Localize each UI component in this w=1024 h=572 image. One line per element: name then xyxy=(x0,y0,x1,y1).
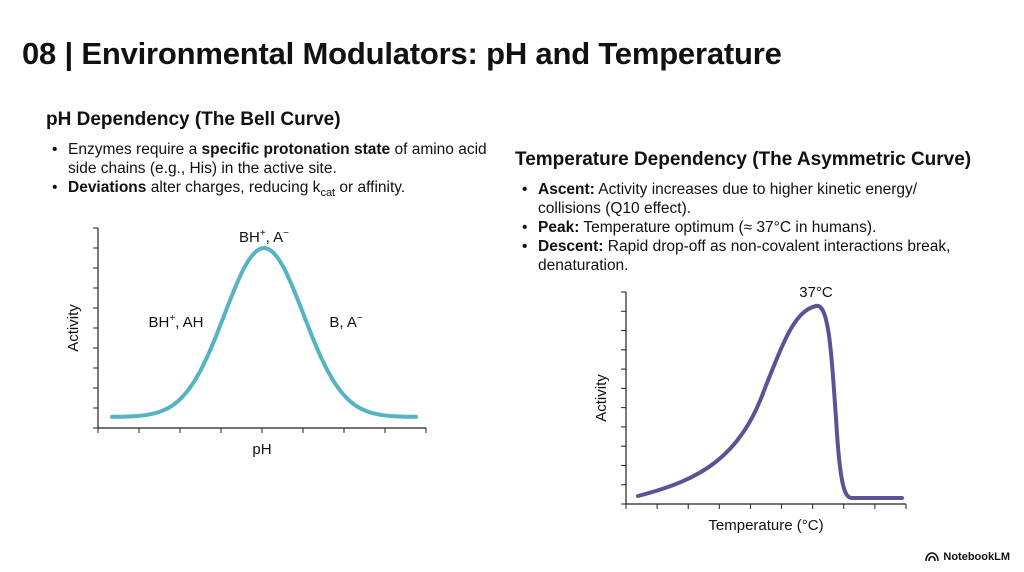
notebooklm-branding: NotebookLM xyxy=(925,551,1010,563)
ph-bell-curve-chart: pH Activity BH+, A− BH+, AH B, A− xyxy=(65,227,427,458)
temp-bullet-1: Ascent: Activity increases due to higher… xyxy=(520,180,980,218)
temp-bullet-3-bold: Descent: xyxy=(538,238,604,255)
notebooklm-label: NotebookLM xyxy=(943,551,1010,563)
annotation-high-ph-species: B, A− xyxy=(329,313,363,331)
ph-section-heading: pH Dependency (The Bell Curve) xyxy=(46,109,341,130)
annotation-low-ph-species: BH+, AH xyxy=(148,313,203,331)
temp-bullet-2: Peak: Temperature optimum (≈ 37°C in hum… xyxy=(520,218,980,237)
temp-bullet-3: Descent: Rapid drop-off as non-covalent … xyxy=(520,237,980,275)
temp-bullet-2-bold: Peak: xyxy=(538,219,580,236)
y-axis-label: Activity xyxy=(65,304,82,352)
annotation-peak-species: BH+, A− xyxy=(239,228,289,246)
ph-bullet-1-text-a: Enzymes require a xyxy=(68,141,202,158)
temp-bullet-1-text: Activity increases due to higher kinetic… xyxy=(538,181,918,217)
ph-bullet-2-text-a: alter charges, reducing k xyxy=(146,179,321,196)
x-axis-label: Temperature (°C) xyxy=(708,517,823,534)
ph-bullet-2-text-b: or affinity. xyxy=(335,179,406,196)
y-axis-label: Activity xyxy=(593,374,610,422)
notebooklm-logo-icon xyxy=(925,552,940,562)
ph-bullet-1-bold: specific protonation state xyxy=(201,141,391,158)
temp-bullet-3-text: Rapid drop-off as non-covalent interacti… xyxy=(538,238,951,274)
temp-bullet-1-bold: Ascent: xyxy=(538,181,595,198)
ph-bullet-list: Enzymes require a specific protonation s… xyxy=(50,140,505,203)
temperature-asymmetric-curve-chart: Temperature (°C) Activity 37°C xyxy=(593,284,907,534)
temperature-activity-curve xyxy=(636,304,904,500)
temp-bullet-2-text: Temperature optimum (≈ 37°C in humans). xyxy=(579,219,877,236)
temp-bullet-list: Ascent: Activity increases due to higher… xyxy=(520,180,980,275)
temp-section-heading: Temperature Dependency (The Asymmetric C… xyxy=(515,149,972,170)
kcat-subscript: cat xyxy=(320,187,336,200)
x-axis-label: pH xyxy=(252,441,271,458)
ph-activity-curve xyxy=(110,245,418,419)
ph-bullet-1-text-b: of amino acid side chains (e.g., His) in… xyxy=(68,141,487,177)
slide-title: 08 | Environmental Modulators: pH and Te… xyxy=(22,36,782,71)
annotation-optimum-temperature: 37°C xyxy=(799,284,833,301)
ph-bullet-2: Deviations alter charges, reducing kcat … xyxy=(50,178,505,203)
ph-bullet-2-bold: Deviations xyxy=(68,179,147,196)
ph-bullet-1: Enzymes require a specific protonation s… xyxy=(50,140,505,178)
